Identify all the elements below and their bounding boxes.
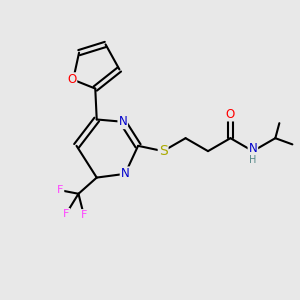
Text: H: H <box>249 155 256 165</box>
Text: S: S <box>159 144 167 158</box>
Text: O: O <box>67 73 76 86</box>
Text: F: F <box>63 209 69 219</box>
Text: F: F <box>57 185 63 195</box>
Text: F: F <box>81 210 87 220</box>
Text: N: N <box>121 167 129 180</box>
Text: N: N <box>118 115 127 128</box>
Text: N: N <box>248 142 257 155</box>
Text: O: O <box>226 107 235 121</box>
